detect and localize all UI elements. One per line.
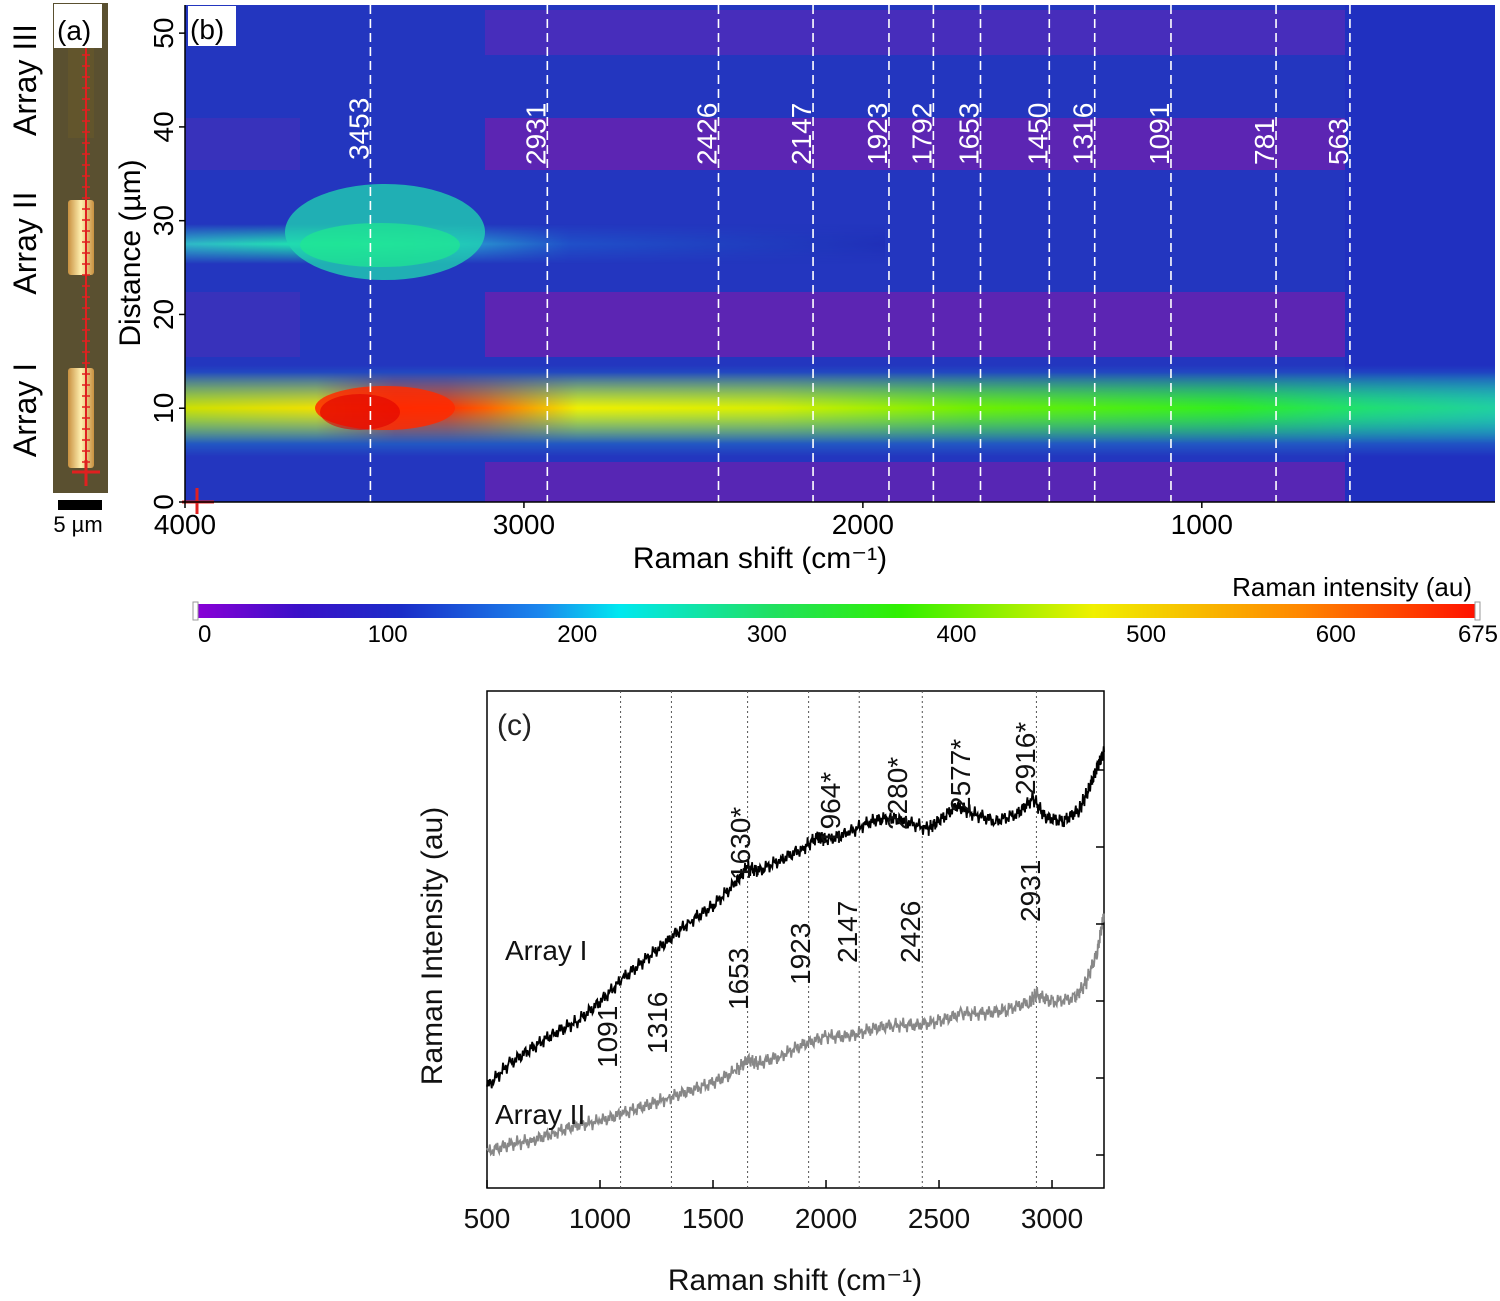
peak-label-c-lower: 2426 [895, 901, 926, 963]
colorbar-tick-label: 500 [1126, 621, 1166, 648]
peak-label-c-upper: 2577* [945, 739, 976, 812]
spectra-lines [486, 746, 1105, 1157]
spectrum-array-i [486, 746, 1105, 1089]
scale-bar-label: 5 µm [53, 512, 102, 537]
colorbar-tick-label: 200 [557, 621, 597, 648]
heatmap-xlabel: Raman shift (cm⁻¹) [633, 542, 887, 575]
heatmap-ylabel: Distance (µm) [114, 159, 147, 346]
colorbar-cap-right [1474, 601, 1481, 621]
peak-label-b: 563 [1323, 118, 1354, 165]
colorbar-tick-label: 600 [1316, 621, 1356, 648]
peak-label-b: 1091 [1144, 103, 1175, 165]
panel-c: 500 1000 1500 2000 2500 3000 (c) Array I Arra… [416, 690, 1105, 1297]
peak-label-b: 1792 [906, 103, 937, 165]
spectra-xlabel: Raman shift (cm⁻¹) [668, 1264, 922, 1297]
colorbar-tick-label: 675 [1458, 621, 1498, 648]
peak-labels-c: 1630* 1964* 2280* 2577* 2916* 1091 1316 1653 192… [592, 722, 1046, 1068]
array-ii-label: Array II [7, 191, 43, 294]
panel-a-label-bg [54, 4, 102, 48]
colorbar-cap-left [192, 601, 199, 621]
heatmap-purple-strip-mid [485, 292, 1345, 357]
colorbar-tick-label: 400 [936, 621, 976, 648]
spectra-axes: 500 1000 1500 2000 2500 3000 [464, 769, 1104, 1234]
heatmap-axes: 4000 3000 2000 1000 0 10 20 30 40 50 [148, 5, 1495, 540]
heatmap-purple-strip-mid-left [185, 292, 300, 357]
colorbar: Raman intensity (au) 0 100 200 300 400 500 600… [192, 572, 1498, 648]
peak-label-b: 2147 [786, 103, 817, 165]
panel-b-label-bg [188, 6, 236, 46]
heatmap-y-tick-label: 20 [148, 299, 179, 330]
series-label-array-i: Array I [505, 935, 587, 966]
peak-label-b: 1450 [1022, 103, 1053, 165]
spectra-x-tick-label: 2500 [908, 1203, 970, 1234]
colorbar-tick-label: 100 [368, 621, 408, 648]
heatmap-band-array-ii [185, 184, 885, 280]
panel-a-label: (a) [57, 15, 91, 46]
peak-label-c-upper: 1964* [815, 772, 846, 845]
peak-label-b: 3453 [343, 98, 374, 160]
peak-labels-b: 3453 2931 2426 2147 1923 1792 1653 1450 1316 1091… [343, 98, 1354, 165]
colorbar-title: Raman intensity (au) [1232, 572, 1472, 602]
scan-ticks [82, 54, 90, 463]
heatmap-purple-strip-iii [485, 118, 1345, 170]
heatmap-purple-strip-bottom [485, 462, 1345, 502]
array-iii-pad [68, 48, 94, 138]
heatmap-y-tick-label: 40 [148, 111, 179, 142]
peak-label-b: 781 [1249, 118, 1280, 165]
spectra-x-tick-label: 1000 [569, 1203, 631, 1234]
heatmap-x-tick-label: 2000 [832, 509, 894, 540]
peak-label-c-lower: 1923 [785, 923, 816, 985]
array-ii-pad [68, 200, 94, 275]
peak-label-b: 2426 [691, 103, 722, 165]
scale-bar [58, 500, 102, 510]
peak-label-c-lower: 1316 [642, 992, 673, 1054]
spectra-x-tick-label: 1500 [682, 1203, 744, 1234]
panel-b: 3453 2931 2426 2147 1923 1792 1653 1450 1316 1091… [114, 5, 1495, 575]
panel-a: (a) 5 µm Array III Array II Array I [7, 3, 108, 537]
spectra-x-tick-label: 2000 [795, 1203, 857, 1234]
heatmap-x-tick-label: 3000 [493, 509, 555, 540]
array-i-pad [68, 368, 94, 468]
panel-c-label: (c) [497, 709, 532, 742]
peak-label-b: 1653 [953, 103, 984, 165]
spectra-ylabel: Raman Intensity (au) [416, 807, 449, 1085]
peak-label-c-lower: 2147 [832, 901, 863, 963]
heatmap-y-tick-label: 30 [148, 205, 179, 236]
peak-lines-b [369, 5, 1351, 502]
colorbar-tick-label: 300 [747, 621, 787, 648]
colorbar-tick-label: 0 [198, 621, 211, 648]
series-label-array-ii: Array II [495, 1099, 585, 1130]
heatmap-purple-strip-top [485, 10, 1345, 55]
heatmap-x-tick-label: 1000 [1171, 509, 1233, 540]
spectrum-array-ii [486, 913, 1105, 1157]
heatmap-y-tick-label: 50 [148, 18, 179, 49]
peak-label-b: 1923 [862, 103, 893, 165]
peak-label-c-lower: 1091 [592, 1006, 623, 1068]
heatmap-x-tick-label: 4000 [154, 509, 216, 540]
peak-label-c-upper: 2916* [1010, 722, 1041, 795]
array-iii-label: Array III [7, 24, 43, 136]
spectra-x-tick-label: 500 [464, 1203, 511, 1234]
panel-b-label: (b) [190, 14, 224, 45]
spectra-frame [486, 690, 1105, 1189]
colorbar-ticks: 0 100 200 300 400 500 600 675 [198, 621, 1498, 648]
heatmap-band-array-i [185, 365, 1495, 457]
heatmap-y-tick-label: 0 [148, 494, 179, 510]
peak-label-b: 2931 [520, 103, 551, 165]
array-i-label: Array I [7, 363, 43, 457]
heatmap-purple-strip-iii-left [185, 118, 300, 170]
peak-label-c-upper: 2280* [882, 757, 913, 830]
peak-label-c-lower: 2931 [1015, 860, 1046, 922]
peak-label-c-lower: 1653 [723, 948, 754, 1010]
peak-label-b: 1316 [1068, 103, 1099, 165]
colorbar-gradient [196, 604, 1478, 618]
spectra-x-tick-label: 3000 [1021, 1203, 1083, 1234]
peak-label-c-upper: 1630* [725, 807, 756, 880]
heatmap-y-tick-label: 10 [148, 393, 179, 424]
